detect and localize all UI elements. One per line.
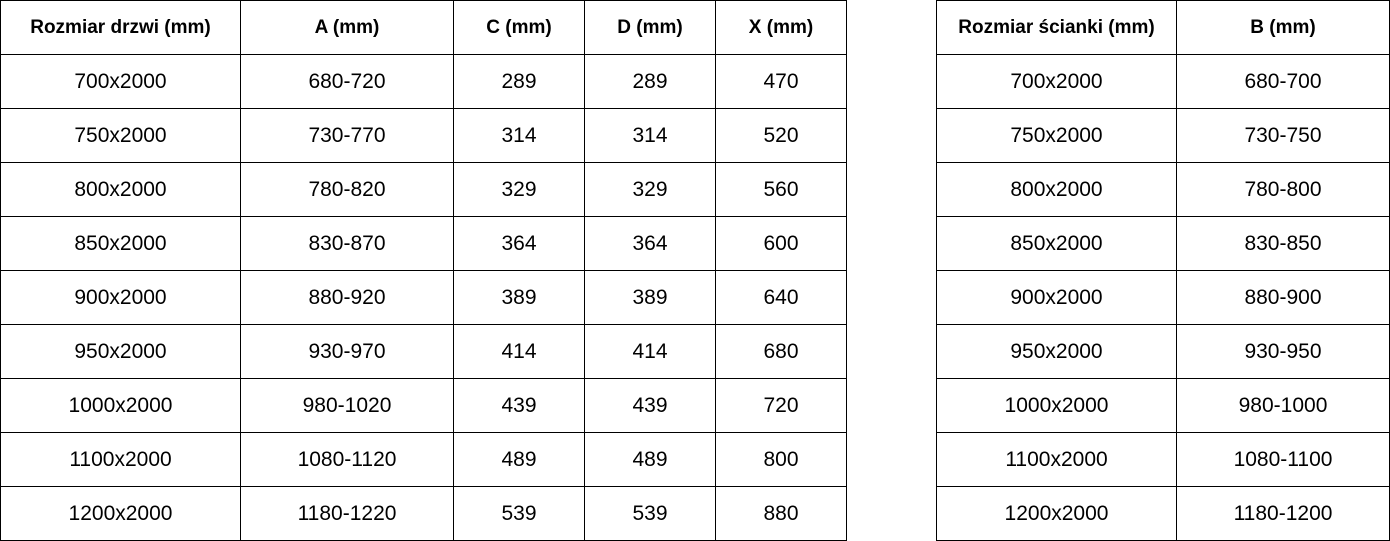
table-cell: 1100x2000 [936,432,1177,487]
table-row: 750x2000 730-750 [936,108,1390,163]
column-header: C (mm) [453,0,585,55]
table-cell: 750x2000 [0,108,241,163]
table-cell: 329 [453,162,585,217]
table-cell: 389 [453,270,585,325]
table-cell: 700x2000 [936,54,1177,109]
table-cell: 314 [584,108,716,163]
table-cell: 850x2000 [936,216,1177,271]
table-cell: 1200x2000 [0,486,241,541]
table-cell: 720 [715,378,847,433]
table-cell: 389 [584,270,716,325]
table-cell: 730-770 [240,108,454,163]
table-cell: 680 [715,324,847,379]
table-row: 1200x2000 1180-1220 539 539 880 [0,486,847,541]
table-cell: 1000x2000 [936,378,1177,433]
table-cell: 539 [584,486,716,541]
column-header: A (mm) [240,0,454,55]
table-cell: 680-700 [1176,54,1390,109]
table-cell: 1180-1220 [240,486,454,541]
table-cell: 700x2000 [0,54,241,109]
table-row: 800x2000 780-820 329 329 560 [0,162,847,217]
table-cell: 470 [715,54,847,109]
table-row: 700x2000 680-700 [936,54,1390,109]
door-size-table: Rozmiar drzwi (mm) A (mm) C (mm) D (mm) X (m… [0,0,847,541]
table-cell: 1100x2000 [0,432,241,487]
table-row: 950x2000 930-970 414 414 680 [0,324,847,379]
table-row: 750x2000 730-770 314 314 520 [0,108,847,163]
table-cell: 950x2000 [0,324,241,379]
table-cell: 1180-1200 [1176,486,1390,541]
table-cell: 880-900 [1176,270,1390,325]
table-cell: 680-720 [240,54,454,109]
table-cell: 750x2000 [936,108,1177,163]
table-row: 1000x2000 980-1000 [936,378,1390,433]
table-cell: 289 [584,54,716,109]
table-cell: 414 [584,324,716,379]
wall-size-table: Rozmiar ścianki (mm) B (mm) 700x2000 680-7… [936,0,1390,541]
header-row: Rozmiar drzwi (mm) A (mm) C (mm) D (mm) X (m… [0,0,847,55]
table-cell: 730-750 [1176,108,1390,163]
table-cell: 1200x2000 [936,486,1177,541]
table-cell: 1080-1100 [1176,432,1390,487]
table-cell: 1000x2000 [0,378,241,433]
table-cell: 930-950 [1176,324,1390,379]
table-cell: 780-800 [1176,162,1390,217]
table-cell: 980-1020 [240,378,454,433]
table-cell: 900x2000 [0,270,241,325]
table-row: 1100x2000 1080-1100 [936,432,1390,487]
table-row: 700x2000 680-720 289 289 470 [0,54,847,109]
table-cell: 780-820 [240,162,454,217]
table-cell: 900x2000 [936,270,1177,325]
table-cell: 439 [584,378,716,433]
table-row: 800x2000 780-800 [936,162,1390,217]
column-header: X (mm) [715,0,847,55]
table-cell: 520 [715,108,847,163]
table-cell: 980-1000 [1176,378,1390,433]
table-cell: 600 [715,216,847,271]
table-row: 1200x2000 1180-1200 [936,486,1390,541]
table-cell: 539 [453,486,585,541]
table-cell: 850x2000 [0,216,241,271]
table-cell: 489 [453,432,585,487]
table-cell: 289 [453,54,585,109]
table-row: 1100x2000 1080-1120 489 489 800 [0,432,847,487]
table-cell: 414 [453,324,585,379]
table-cell: 489 [584,432,716,487]
table-cell: 950x2000 [936,324,1177,379]
table-cell: 314 [453,108,585,163]
table-cell: 640 [715,270,847,325]
table-row: 900x2000 880-920 389 389 640 [0,270,847,325]
table-cell: 930-970 [240,324,454,379]
table-cell: 880 [715,486,847,541]
table-cell: 329 [584,162,716,217]
table-cell: 800 [715,432,847,487]
table-row: 950x2000 930-950 [936,324,1390,379]
column-header: B (mm) [1176,0,1390,55]
table-cell: 800x2000 [0,162,241,217]
table-row: 850x2000 830-850 [936,216,1390,271]
table-row: 900x2000 880-900 [936,270,1390,325]
table-row: 1000x2000 980-1020 439 439 720 [0,378,847,433]
column-header: Rozmiar drzwi (mm) [0,0,241,55]
table-cell: 830-850 [1176,216,1390,271]
table-cell: 364 [453,216,585,271]
table-cell: 800x2000 [936,162,1177,217]
table-cell: 364 [584,216,716,271]
table-cell: 880-920 [240,270,454,325]
column-header: Rozmiar ścianki (mm) [936,0,1177,55]
table-cell: 439 [453,378,585,433]
column-header: D (mm) [584,0,716,55]
table-cell: 560 [715,162,847,217]
header-row: Rozmiar ścianki (mm) B (mm) [936,0,1390,55]
table-cell: 830-870 [240,216,454,271]
table-row: 850x2000 830-870 364 364 600 [0,216,847,271]
table-cell: 1080-1120 [240,432,454,487]
